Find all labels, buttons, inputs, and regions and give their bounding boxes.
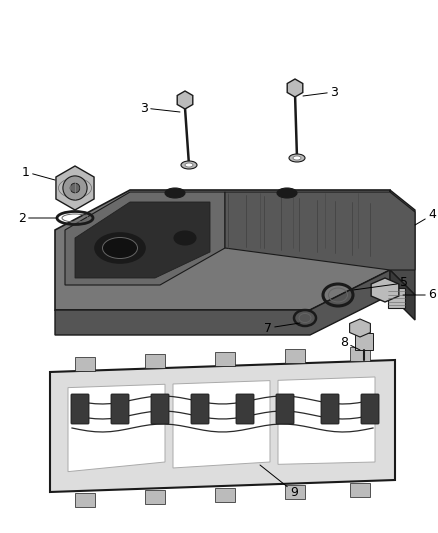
FancyBboxPatch shape [276, 394, 294, 424]
FancyBboxPatch shape [111, 394, 129, 424]
Polygon shape [50, 360, 395, 492]
Polygon shape [145, 354, 165, 368]
Polygon shape [177, 91, 193, 109]
Polygon shape [75, 493, 95, 507]
Polygon shape [68, 384, 165, 472]
Ellipse shape [165, 188, 185, 198]
Polygon shape [350, 347, 370, 361]
Polygon shape [75, 357, 95, 371]
Ellipse shape [102, 238, 138, 259]
Polygon shape [75, 202, 210, 278]
Polygon shape [65, 192, 225, 285]
FancyBboxPatch shape [71, 394, 89, 424]
Circle shape [63, 176, 87, 200]
Polygon shape [350, 483, 370, 497]
Polygon shape [287, 79, 303, 97]
FancyBboxPatch shape [361, 394, 379, 424]
Polygon shape [285, 486, 305, 499]
Text: 3: 3 [303, 85, 338, 99]
Ellipse shape [277, 188, 297, 198]
FancyBboxPatch shape [321, 394, 339, 424]
FancyBboxPatch shape [191, 394, 209, 424]
Ellipse shape [185, 163, 193, 167]
Ellipse shape [181, 161, 197, 169]
Polygon shape [173, 381, 270, 468]
Ellipse shape [174, 231, 196, 245]
Polygon shape [55, 270, 390, 335]
Text: 4: 4 [415, 208, 436, 225]
Text: 5: 5 [353, 277, 408, 290]
Ellipse shape [289, 154, 305, 162]
Polygon shape [55, 190, 390, 310]
Polygon shape [225, 192, 415, 270]
Text: 8: 8 [340, 335, 360, 350]
Text: 7: 7 [264, 321, 300, 335]
FancyBboxPatch shape [236, 394, 254, 424]
Polygon shape [371, 278, 399, 302]
Polygon shape [388, 288, 405, 308]
Polygon shape [278, 377, 375, 464]
Polygon shape [145, 490, 165, 504]
Polygon shape [390, 270, 415, 320]
Ellipse shape [293, 156, 301, 160]
Text: 3: 3 [140, 101, 180, 115]
Text: 9: 9 [260, 465, 298, 498]
Text: 1: 1 [22, 166, 55, 180]
Polygon shape [390, 190, 415, 295]
Polygon shape [355, 333, 373, 350]
Polygon shape [56, 166, 94, 210]
Text: 2: 2 [18, 212, 57, 224]
Polygon shape [215, 488, 235, 502]
Ellipse shape [95, 233, 145, 263]
FancyBboxPatch shape [151, 394, 169, 424]
Polygon shape [285, 350, 305, 364]
Polygon shape [350, 319, 371, 337]
Text: 6: 6 [403, 288, 436, 302]
Circle shape [70, 183, 80, 193]
Polygon shape [215, 352, 235, 366]
